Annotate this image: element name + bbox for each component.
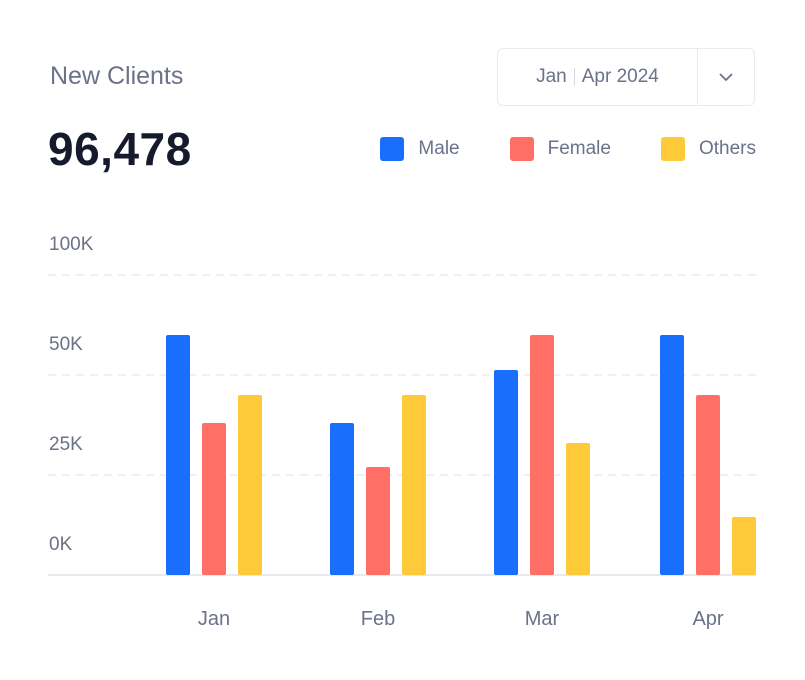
legend-item-male[interactable]: Male xyxy=(380,137,460,161)
bar-male-mar xyxy=(494,370,518,575)
legend-label: Male xyxy=(418,138,460,159)
y-tick-label: 0K xyxy=(49,534,73,555)
bar-others-apr xyxy=(732,517,756,575)
x-tick-label: Jan xyxy=(198,608,230,630)
bar-others-jan xyxy=(238,395,262,575)
legend-item-female[interactable]: Female xyxy=(509,137,611,161)
chart-title: New Clients xyxy=(50,62,184,90)
legend-swatch xyxy=(380,137,405,161)
bar-male-feb xyxy=(330,423,354,575)
bar-female-feb xyxy=(366,467,390,575)
bar-female-apr xyxy=(696,395,720,575)
x-tick-label: Feb xyxy=(361,608,395,630)
y-tick-label: 100K xyxy=(49,234,94,255)
date-range-picker[interactable]: Jan Apr 2024 xyxy=(497,48,755,106)
y-tick-label: 50K xyxy=(49,334,83,355)
bar-others-mar xyxy=(566,443,590,575)
total-clients-value: 96,478 xyxy=(48,123,192,175)
legend-label: Others xyxy=(698,138,756,159)
bar-female-mar xyxy=(530,335,554,575)
legend-item-others[interactable]: Others xyxy=(660,137,756,161)
x-tick-label: Apr xyxy=(692,608,723,630)
range-separator xyxy=(573,68,575,86)
range-start: Jan xyxy=(536,66,567,87)
y-tick-label: 25K xyxy=(49,434,83,455)
bar-male-jan xyxy=(166,335,190,575)
x-tick-label: Mar xyxy=(525,608,560,630)
legend-label: Female xyxy=(547,138,611,159)
bar-female-jan xyxy=(202,423,226,575)
legend: Male Female Others xyxy=(380,137,756,161)
bar-others-feb xyxy=(402,395,426,575)
legend-swatch xyxy=(509,137,534,161)
range-end: Apr 2024 xyxy=(581,66,659,87)
legend-swatch xyxy=(660,137,685,161)
chevron-down-icon[interactable] xyxy=(698,49,754,105)
date-range-label[interactable]: Jan Apr 2024 xyxy=(498,49,698,105)
bar-male-apr xyxy=(660,335,684,575)
